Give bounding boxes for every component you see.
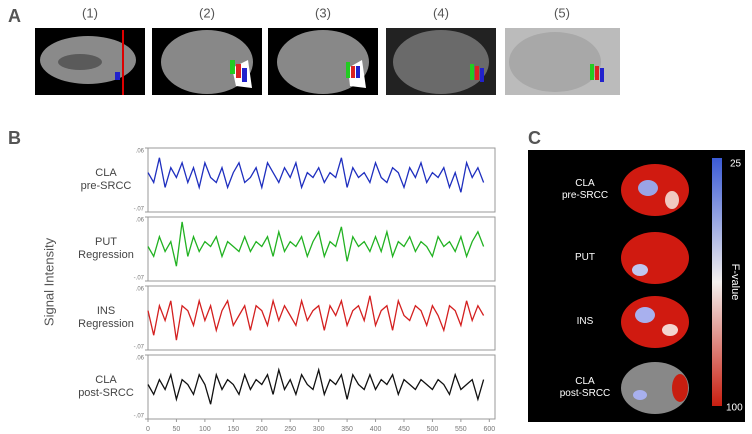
brain-shape: [161, 30, 253, 94]
y-tick-label: .06: [136, 356, 145, 362]
brain-map: [672, 374, 688, 402]
roi: [351, 66, 355, 78]
x-tick-label: 50: [173, 426, 181, 433]
brain-map: [621, 232, 689, 284]
y-tick-label: .06: [136, 287, 145, 293]
roi: [470, 64, 474, 80]
plot-frame: [147, 285, 496, 351]
x-tick-label: 200: [256, 426, 268, 433]
x-tick-label: 150: [227, 426, 239, 433]
x-tick-label: 500: [427, 426, 439, 433]
roi: [480, 68, 484, 82]
brain-map: [662, 324, 678, 336]
brain-map: [635, 307, 655, 323]
panel-label: C: [528, 128, 541, 148]
brain-map: [621, 362, 689, 414]
brain-map: [633, 390, 647, 400]
roi: [600, 68, 604, 82]
x-tick-label: 400: [370, 426, 382, 433]
y-tick-label: -.07: [134, 345, 145, 351]
brain-shape: [509, 32, 601, 92]
row-label: INS: [576, 316, 594, 327]
brain-map: [621, 296, 689, 348]
colorbar: [712, 158, 722, 406]
brain-map: [665, 191, 679, 209]
row-label: CLA pre-SRCC: [561, 178, 609, 201]
plot-frame: [147, 354, 496, 420]
image-title: (3): [315, 5, 331, 20]
colorbar-tick: 25: [730, 159, 742, 170]
series-line: [147, 367, 485, 405]
brain-map: [632, 264, 648, 276]
series-line: [147, 295, 485, 341]
x-tick-label: 550: [455, 426, 467, 433]
y-axis-label: Signal Intensity: [41, 237, 56, 326]
x-tick-label: 250: [284, 426, 296, 433]
image-title: (2): [199, 5, 215, 20]
series-label: CLA post-SRCC: [78, 374, 134, 399]
roi: [242, 68, 247, 82]
x-tick-label: 0: [146, 426, 150, 433]
plot-frame: [147, 147, 496, 213]
x-tick-label: 450: [398, 426, 410, 433]
colorbar-tick: 100: [726, 403, 743, 414]
series-line: [147, 157, 485, 193]
x-tick-label: 300: [313, 426, 325, 433]
colorbar-label: F-value: [729, 264, 741, 301]
series-line: [147, 221, 485, 267]
x-tick-label: 100: [199, 426, 211, 433]
series-label: PUT Regression: [78, 236, 134, 261]
roi: [115, 72, 120, 80]
panel-label: B: [8, 128, 21, 148]
panel-a-images: [35, 28, 620, 95]
roi: [590, 64, 594, 80]
y-tick-label: -.07: [134, 207, 145, 213]
series-label: INS Regression: [78, 305, 134, 330]
brain-shape: [393, 30, 489, 94]
roi: [356, 66, 360, 78]
roi: [346, 62, 350, 78]
brain-map: [638, 180, 658, 196]
roi: [595, 66, 599, 80]
series-label: CLA pre-SRCC: [80, 167, 132, 192]
row-label: PUT: [575, 252, 595, 263]
y-tick-label: .06: [136, 149, 145, 155]
row-label: CLA post-SRCC: [559, 376, 611, 399]
y-tick-label: -.07: [134, 414, 145, 420]
image-title: (4): [433, 5, 449, 20]
y-tick-label: .06: [136, 218, 145, 224]
x-tick-label: 600: [483, 426, 495, 433]
roi: [230, 60, 235, 74]
roi: [236, 64, 241, 78]
panel-label: A: [8, 6, 21, 26]
y-tick-label: -.07: [134, 276, 145, 282]
image-title: (5): [554, 5, 570, 20]
image-title: (1): [82, 5, 98, 20]
panel-c: 25 100 F-value: [528, 150, 745, 422]
x-tick-label: 350: [341, 426, 353, 433]
plot-frame: [147, 216, 496, 282]
roi: [475, 66, 479, 80]
brain-shape: [58, 54, 102, 70]
